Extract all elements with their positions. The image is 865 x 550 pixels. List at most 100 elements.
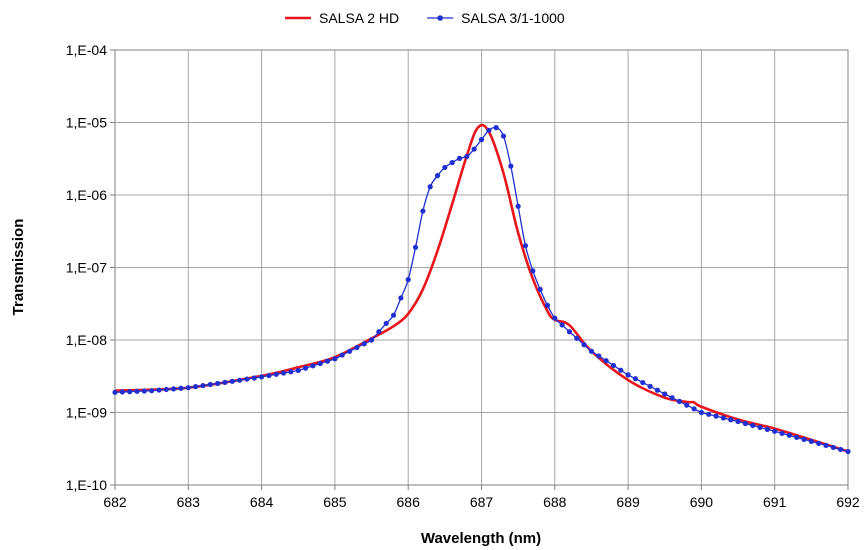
- y-tick-label: 1,E-08: [66, 332, 107, 348]
- x-tick-label: 692: [836, 494, 860, 510]
- data-point: [412, 244, 419, 250]
- data-point: [149, 388, 155, 394]
- data-point: [317, 360, 323, 367]
- data-point: [750, 422, 756, 429]
- data-point: [530, 268, 536, 274]
- x-tick-label: 689: [616, 494, 640, 510]
- x-tick-label: 688: [543, 494, 567, 510]
- data-point: [610, 362, 617, 369]
- data-point: [310, 363, 316, 369]
- data-point: [816, 440, 822, 446]
- data-point: [185, 385, 191, 391]
- series-layer: [112, 123, 851, 455]
- legend-label: SALSA 3/1-1000: [461, 10, 565, 26]
- data-point: [735, 418, 741, 425]
- y-tick-label: 1,E-04: [66, 42, 107, 58]
- legend: SALSA 2 HD SALSA 3/1-1000: [285, 10, 565, 26]
- data-point: [684, 402, 690, 408]
- data-point: [405, 277, 411, 283]
- data-point: [515, 203, 521, 209]
- data-point: [229, 378, 235, 384]
- data-point: [706, 411, 712, 417]
- data-point: [537, 286, 543, 292]
- data-point: [566, 329, 573, 335]
- data-point: [332, 356, 338, 362]
- x-axis-ticks: 682 683 684 685 686 687 688 689 690 691 692: [103, 485, 860, 510]
- data-point: [112, 389, 118, 395]
- data-point: [119, 389, 125, 395]
- data-point: [808, 438, 814, 444]
- data-point: [508, 163, 514, 169]
- data-point: [259, 374, 265, 380]
- data-point: [200, 382, 206, 389]
- data-point: [376, 329, 382, 335]
- data-point: [442, 164, 448, 171]
- data-point: [632, 376, 639, 382]
- data-point: [420, 208, 426, 214]
- data-point: [302, 365, 309, 371]
- legend-label: SALSA 2 HD: [319, 10, 399, 26]
- data-point: [478, 137, 485, 143]
- data-point: [772, 428, 778, 434]
- data-point: [559, 322, 565, 328]
- data-point: [493, 125, 499, 131]
- y-tick-label: 1,E-06: [66, 187, 107, 203]
- data-point: [163, 386, 169, 393]
- y-tick-label: 1,E-09: [66, 405, 107, 421]
- y-tick-label: 1,E-05: [66, 115, 107, 131]
- data-point: [398, 295, 404, 301]
- data-point: [471, 146, 477, 152]
- data-point: [390, 312, 397, 318]
- x-tick-label: 683: [177, 494, 201, 510]
- data-point: [544, 302, 551, 309]
- data-point: [786, 432, 792, 438]
- legend-item-2: SALSA 3/1-1000: [427, 10, 565, 26]
- data-point: [141, 388, 147, 394]
- x-tick-label: 687: [470, 494, 494, 510]
- x-axis-title: Wavelength (nm): [421, 530, 541, 547]
- data-point: [134, 388, 140, 394]
- data-point: [830, 444, 836, 451]
- data-point: [823, 442, 829, 448]
- data-point: [222, 379, 228, 386]
- y-axis-title: Transmission: [10, 219, 27, 316]
- data-point: [596, 353, 602, 359]
- data-point: [794, 434, 800, 440]
- data-point: [295, 367, 301, 374]
- data-point: [193, 384, 199, 390]
- data-point: [801, 436, 807, 442]
- x-tick-label: 691: [763, 494, 787, 510]
- data-point: [244, 376, 250, 382]
- data-point: [288, 369, 294, 375]
- data-point: [845, 448, 851, 455]
- data-point: [669, 395, 675, 401]
- y-axis-ticks: 1,E-10 1,E-09 1,E-08 1,E-07 1,E-06 1,E-05 1,E-…: [66, 42, 115, 493]
- data-point: [346, 348, 353, 354]
- data-point: [779, 430, 785, 436]
- data-point: [207, 381, 213, 388]
- series-2: [112, 125, 851, 455]
- data-point: [552, 315, 558, 321]
- data-point: [618, 367, 624, 373]
- data-point: [383, 320, 389, 327]
- legend-marker: [437, 15, 443, 21]
- data-point: [713, 413, 719, 419]
- data-point: [354, 344, 360, 351]
- data-point: [280, 370, 287, 376]
- data-point: [838, 446, 844, 453]
- data-point: [588, 348, 595, 354]
- data-point: [266, 372, 272, 379]
- x-tick-label: 684: [250, 494, 274, 510]
- data-point: [215, 380, 221, 387]
- data-point: [647, 383, 653, 389]
- data-point: [434, 173, 441, 179]
- data-point: [581, 342, 587, 348]
- y-tick-label: 1,E-10: [66, 477, 107, 493]
- legend-item-1: SALSA 2 HD: [285, 10, 399, 26]
- data-point: [757, 424, 763, 431]
- data-point: [156, 387, 162, 393]
- data-point: [625, 372, 631, 378]
- data-point: [273, 371, 279, 377]
- data-point: [662, 391, 668, 397]
